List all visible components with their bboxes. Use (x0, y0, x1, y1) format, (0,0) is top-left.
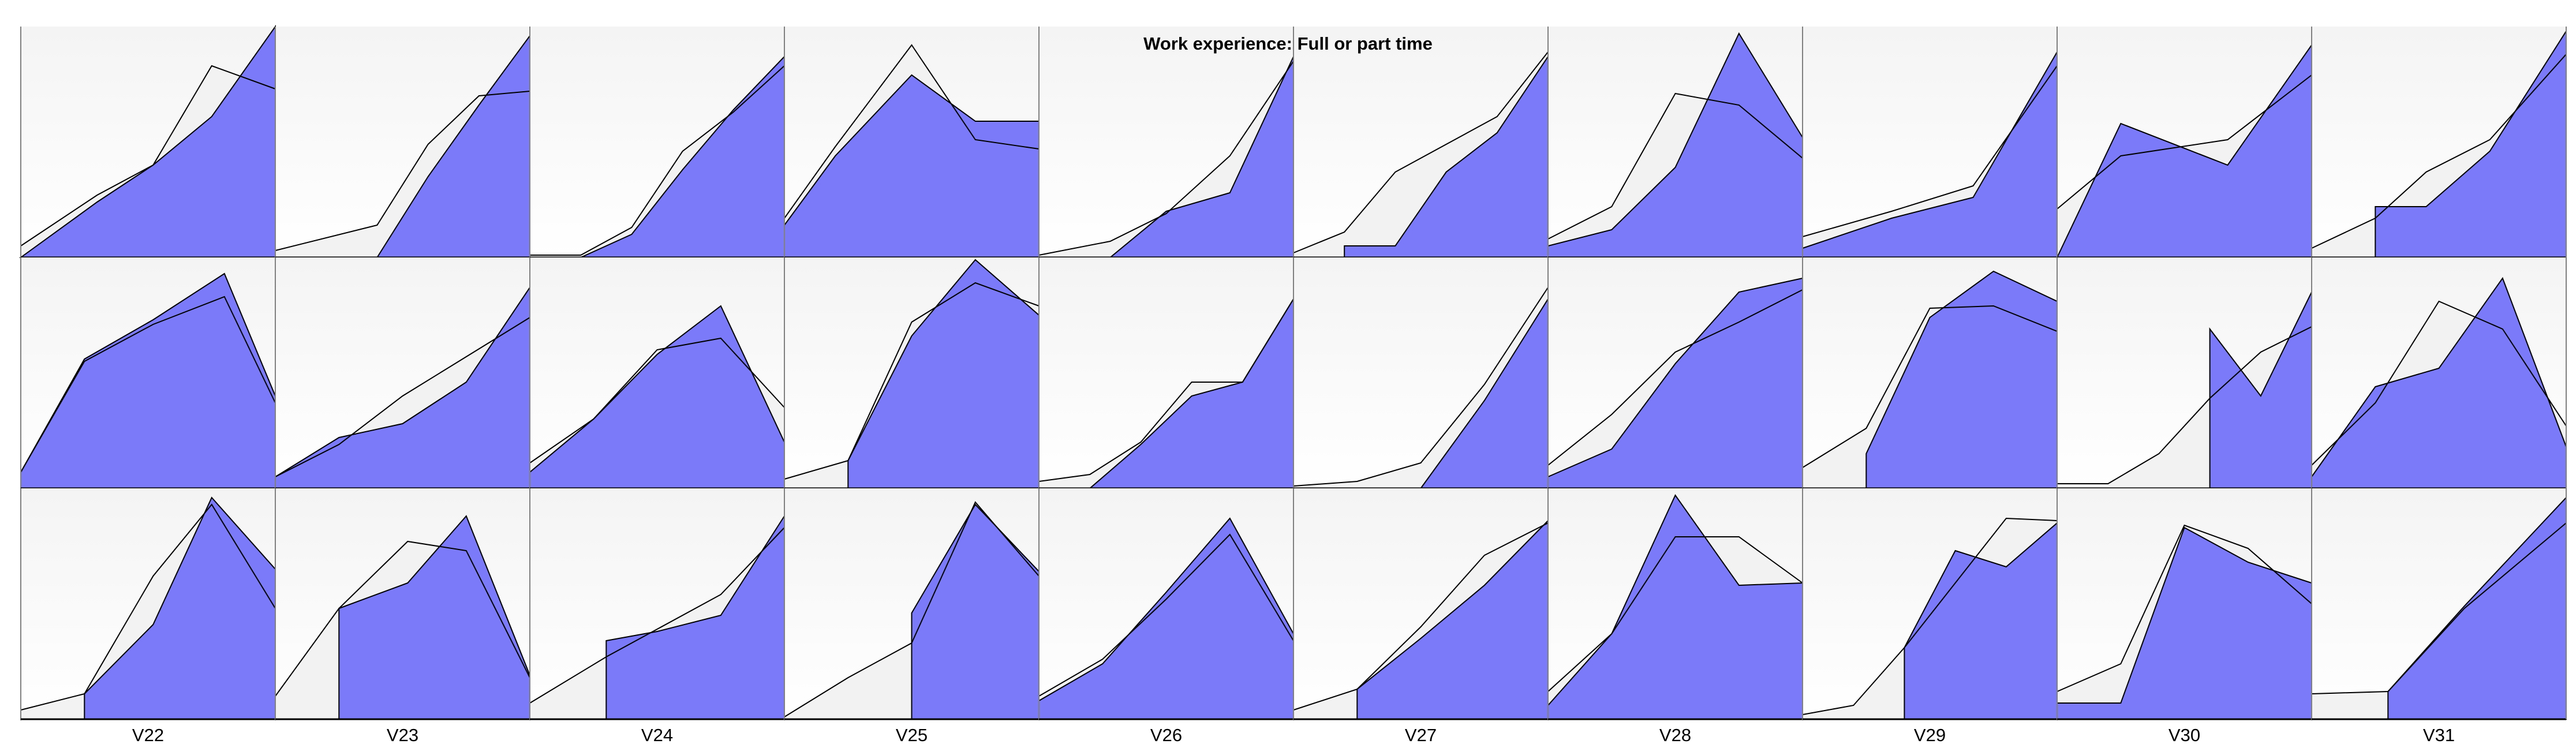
panel-label-v30: V30 (2169, 725, 2200, 745)
reference-line-v28 (1547, 536, 1803, 692)
panel-v24: V24 (529, 488, 785, 745)
reference-line-v19 (1802, 305, 2058, 468)
panel-v21: V21 (2311, 257, 2567, 514)
reference-line-v7 (1293, 51, 1549, 253)
panel-label-v29: V29 (1914, 725, 1946, 745)
panel-v27: V27 (1293, 488, 1549, 745)
panel-v23: V23 (275, 488, 530, 745)
panel-v8: V8 (1547, 27, 1803, 283)
panel-label-v26: V26 (1150, 725, 1182, 745)
reference-line-v31 (2311, 522, 2567, 694)
panel-label-v24: V24 (641, 725, 673, 745)
reference-line-v16 (1038, 298, 1294, 482)
panel-v17: V17 (1293, 257, 1549, 514)
reference-line-v22 (20, 503, 276, 711)
reference-line-v3 (275, 91, 530, 251)
panel-label-v31: V31 (2423, 725, 2455, 745)
reference-line-v23 (275, 540, 530, 697)
panel-v28: V28 (1547, 488, 1803, 745)
reference-line-v11 (2311, 54, 2567, 249)
panel-v15: V15 (784, 257, 1040, 514)
panel-v19: V19 (1802, 257, 2058, 514)
panel-v7: V7 (1293, 27, 1549, 283)
panel-v9: V9 (1802, 27, 2058, 283)
reference-line-v29 (1802, 517, 2058, 715)
reference-line-v25 (784, 501, 1040, 717)
reference-line-v14 (529, 337, 785, 464)
panel-v20: V20 (2057, 257, 2312, 514)
reference-line-v2 (20, 65, 276, 246)
reference-line-v24 (529, 527, 785, 704)
panel-label-v28: V28 (1659, 725, 1691, 745)
reference-line-v20 (2057, 326, 2312, 484)
panel-v14: V14 (529, 257, 785, 514)
panel-v13: V13 (275, 257, 530, 514)
panel-v12: V12 (20, 257, 276, 514)
chart-title: Work experience: Full or part time (1143, 33, 1433, 54)
panel-v31: V31 (2311, 488, 2567, 745)
reference-line-v17 (1293, 287, 1549, 487)
reference-line-v12 (20, 296, 276, 473)
panel-v25: V25 (784, 488, 1040, 745)
reference-line-v5 (784, 44, 1040, 219)
panel-v11: V11 (2311, 27, 2567, 283)
reference-line-v27 (1293, 522, 1549, 711)
reference-line-v26 (1038, 533, 1294, 697)
panel-v3: V3 (275, 27, 530, 283)
panel-v26: V26 (1038, 488, 1294, 745)
reference-line-v30 (2057, 524, 2312, 692)
panel-label-v25: V25 (896, 725, 928, 745)
panel-v18: V18 (1547, 257, 1803, 514)
panel-v5: V5 (784, 27, 1040, 283)
panel-v16: V16 (1038, 257, 1294, 514)
reference-line-v8 (1547, 92, 1803, 240)
reference-line-v15 (784, 282, 1040, 480)
panel-v30: V30 (2057, 488, 2312, 745)
panel-v29: V29 (1802, 488, 2058, 745)
panel-v2: V2 (18, 24, 276, 283)
reference-line-v18 (1547, 289, 1803, 466)
reference-line-v21 (2311, 300, 2567, 466)
reference-line-v13 (275, 317, 530, 477)
panel-v10: V10 (2056, 27, 2312, 283)
panel-v6: V6 (1038, 27, 1294, 283)
panel-label-v22: V22 (132, 725, 164, 745)
reference-line-v9 (1802, 65, 2058, 237)
panel-v22: V22 (20, 488, 276, 745)
reference-line-v4 (530, 65, 785, 256)
panel-v4: V4 (529, 27, 785, 283)
reference-line-v6 (1038, 61, 1294, 256)
panel-label-v23: V23 (387, 725, 418, 745)
reference-line-v10 (2057, 74, 2312, 210)
panel-label-v27: V27 (1405, 725, 1437, 745)
